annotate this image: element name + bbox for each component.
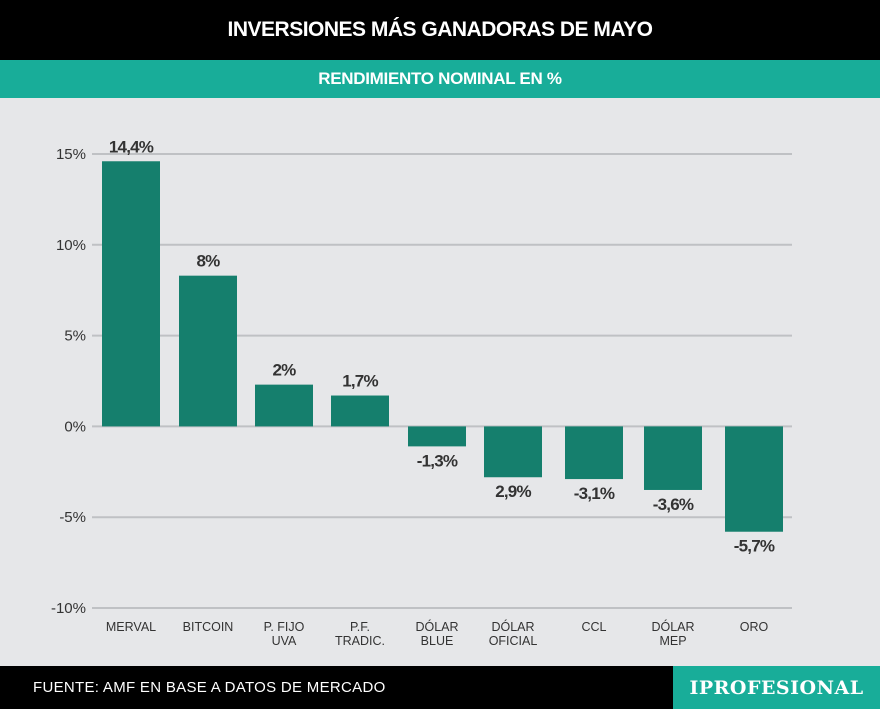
bar xyxy=(484,426,542,478)
bar xyxy=(408,426,466,447)
y-tick-label: -10% xyxy=(51,600,86,617)
y-tick-label: -5% xyxy=(59,509,86,526)
bar xyxy=(725,426,783,532)
x-tick-label: MEP xyxy=(659,634,686,648)
bar xyxy=(565,426,623,480)
x-tick-label: BITCOIN xyxy=(183,620,234,634)
x-tick-label: UVA xyxy=(272,634,297,648)
bar xyxy=(179,275,237,427)
x-tick-label: DÓLAR xyxy=(651,619,694,634)
x-tick-label: TRADIC. xyxy=(335,634,385,648)
x-tick-label: DÓLAR xyxy=(491,619,534,634)
x-tick-label: CCL xyxy=(581,620,606,634)
y-tick-label: 15% xyxy=(56,146,86,163)
y-tick-label: 10% xyxy=(56,237,86,254)
data-label: 14,4% xyxy=(109,137,154,156)
bar-chart: 15% 10% 5% 0% -5% -10% 14,4% MERVAL 8% BITCOIN 2% P… xyxy=(0,98,880,666)
x-tick-label: OFICIAL xyxy=(489,634,538,648)
x-tick-label: BLUE xyxy=(421,634,454,648)
chart-subtitle: RENDIMIENTO NOMINAL EN % xyxy=(0,60,880,98)
x-tick-label: MERVAL xyxy=(106,620,156,634)
data-label: -5,7% xyxy=(734,537,775,556)
chart-title: INVERSIONES MÁS GANADORAS DE MAYO xyxy=(0,0,880,60)
data-label: 1,7% xyxy=(342,372,378,391)
data-label: -3,1% xyxy=(574,484,615,503)
bar xyxy=(255,384,313,427)
x-tick-label: ORO xyxy=(740,620,769,634)
bar xyxy=(331,395,389,427)
y-tick-label: 5% xyxy=(64,328,86,345)
data-label: 2,9% xyxy=(495,482,531,501)
x-tick-label: DÓLAR xyxy=(415,619,458,634)
logo-box: IPROFESIONAL xyxy=(673,666,880,709)
data-label: 8% xyxy=(197,252,221,271)
iprofesional-logo: IPROFESIONAL xyxy=(689,676,864,699)
data-label: 2% xyxy=(273,361,297,380)
data-label: -3,6% xyxy=(653,495,694,514)
data-label: -1,3% xyxy=(417,451,458,470)
y-tick-label: 0% xyxy=(64,418,86,435)
x-tick-label: P.F. xyxy=(350,620,370,634)
source-note: FUENTE: AMF EN BASE A DATOS DE MERCADO xyxy=(33,679,386,696)
bar xyxy=(102,161,160,427)
footer: FUENTE: AMF EN BASE A DATOS DE MERCADO I… xyxy=(0,666,880,709)
bar xyxy=(644,426,702,490)
x-tick-label: P. FIJO xyxy=(264,620,305,634)
